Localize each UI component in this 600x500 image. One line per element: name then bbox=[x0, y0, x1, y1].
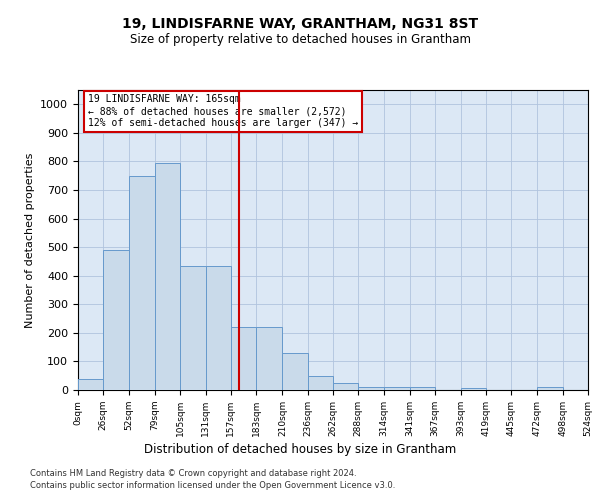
Text: 19, LINDISFARNE WAY, GRANTHAM, NG31 8ST: 19, LINDISFARNE WAY, GRANTHAM, NG31 8ST bbox=[122, 18, 478, 32]
Bar bbox=[155, 163, 180, 390]
Text: Contains public sector information licensed under the Open Government Licence v3: Contains public sector information licen… bbox=[30, 480, 395, 490]
Bar bbox=[231, 327, 256, 390]
Y-axis label: Number of detached properties: Number of detached properties bbox=[25, 152, 35, 328]
Bar bbox=[383, 386, 410, 390]
Bar bbox=[308, 376, 333, 390]
Bar bbox=[538, 387, 563, 390]
Bar bbox=[103, 250, 128, 390]
Bar bbox=[410, 387, 435, 390]
Bar bbox=[461, 388, 486, 390]
Bar bbox=[358, 386, 383, 390]
Text: 19 LINDISFARNE WAY: 165sqm
← 88% of detached houses are smaller (2,572)
12% of s: 19 LINDISFARNE WAY: 165sqm ← 88% of deta… bbox=[88, 94, 358, 128]
Bar bbox=[283, 353, 308, 390]
Bar bbox=[78, 378, 103, 390]
Text: Size of property relative to detached houses in Grantham: Size of property relative to detached ho… bbox=[130, 32, 470, 46]
Bar bbox=[205, 266, 231, 390]
Text: Contains HM Land Registry data © Crown copyright and database right 2024.: Contains HM Land Registry data © Crown c… bbox=[30, 469, 356, 478]
Bar bbox=[128, 176, 155, 390]
Bar bbox=[256, 327, 283, 390]
Bar bbox=[180, 266, 206, 390]
Bar bbox=[333, 383, 358, 390]
Text: Distribution of detached houses by size in Grantham: Distribution of detached houses by size … bbox=[144, 442, 456, 456]
